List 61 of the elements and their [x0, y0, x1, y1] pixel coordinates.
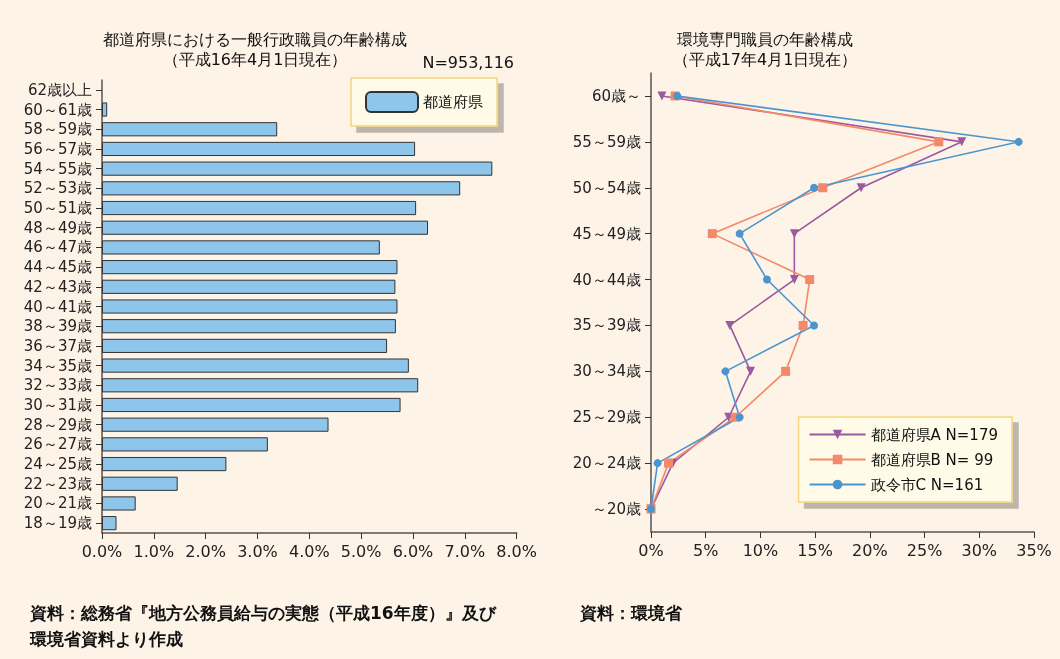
legend-label: 都道府県B N= 99 [870, 450, 994, 469]
legend-label: 都道府県A N=179 [870, 425, 998, 444]
y-tick-label: 40～41歳 [23, 297, 92, 316]
chart-subtitle: （平成17年4月1日現在） [672, 49, 858, 69]
x-tick-label: 7.0% [444, 541, 486, 561]
x-tick-label: 0.0% [81, 541, 123, 561]
y-tick-label: 58～59歳 [23, 120, 92, 139]
y-tick-label: 60～61歳 [23, 100, 92, 119]
y-tick-label: 54～55歳 [23, 159, 92, 178]
x-tick-label: 35% [1016, 540, 1052, 560]
text: 資料：総務省『地方公務員給与の実態（平成16年度）』及び環境省資料より作成 [29, 603, 497, 649]
x-tick-label: 20% [852, 540, 888, 560]
y-tick-label: 62歳以上 [27, 80, 92, 99]
x-tick-label: 25% [906, 540, 943, 560]
x-tick-label: 6.0% [392, 541, 434, 561]
y-tick-label: 24～25歳 [23, 455, 92, 474]
x-tick-label: 5% [693, 540, 719, 560]
y-tick-label: 40～44歳 [572, 270, 641, 289]
y-tick-label: 55～59歳 [572, 132, 641, 151]
y-tick-label: 18～19歳 [23, 514, 92, 533]
x-tick-label: 10% [742, 540, 779, 560]
x-tick-label: 0% [638, 540, 664, 560]
y-tick-label: 50～54歳 [572, 178, 641, 197]
y-tick-label: 32～33歳 [23, 376, 92, 395]
y-tick-label: 26～27歳 [23, 435, 92, 454]
chart-title: 都道府県における一般行政職員の年齢構成 [103, 29, 407, 49]
text: 資料：環境省 [579, 603, 683, 623]
y-tick-label: 50～51歳 [23, 199, 92, 218]
y-tick-label: 42～43歳 [23, 277, 92, 296]
text: N=953,116 [422, 52, 515, 72]
x-tick-label: 15% [797, 540, 833, 560]
x-tick-label: 1.0% [133, 541, 175, 561]
y-tick-label: 60歳～ [591, 86, 641, 105]
x-tick-label: 3.0% [237, 541, 278, 561]
y-tick-label: 56～57歳 [23, 139, 92, 158]
y-tick-label: 52～53歳 [23, 179, 92, 198]
y-tick-label: 36～37歳 [23, 336, 92, 355]
x-tick-label: 2.0% [185, 541, 226, 561]
x-tick-label: 8.0% [496, 541, 537, 561]
y-tick-label: 25～29歳 [572, 408, 641, 427]
y-tick-label: 45～49歳 [572, 224, 641, 243]
x-tick-label: 30% [961, 540, 998, 560]
y-tick-label: 38～39歳 [23, 317, 92, 336]
y-tick-label: 48～49歳 [23, 218, 92, 237]
y-tick-label: 35～39歳 [572, 316, 641, 335]
y-tick-label: 30～31歳 [23, 395, 92, 414]
y-tick-label: 28～29歳 [23, 415, 92, 434]
chart-title: 環境専門職員の年齢構成 [677, 29, 853, 49]
y-tick-label: 46～47歳 [23, 238, 92, 257]
y-tick-label: 30～34歳 [572, 362, 641, 381]
x-tick-label: 5.0% [340, 541, 382, 561]
chart-subtitle: （平成16年4月1日現在） [162, 49, 348, 69]
y-tick-label: 20～21歳 [23, 494, 92, 513]
x-tick-label: 4.0% [289, 541, 330, 561]
y-tick-label: 34～35歳 [23, 356, 92, 375]
legend-label: 都道府県 [423, 93, 483, 111]
legend-label: 政令市C N=161 [870, 475, 984, 494]
y-tick-label: 44～45歳 [23, 258, 92, 277]
y-tick-label: 20～24歳 [572, 454, 641, 473]
y-tick-label: ～20歳 [591, 500, 641, 519]
y-tick-label: 22～23歳 [23, 474, 92, 493]
